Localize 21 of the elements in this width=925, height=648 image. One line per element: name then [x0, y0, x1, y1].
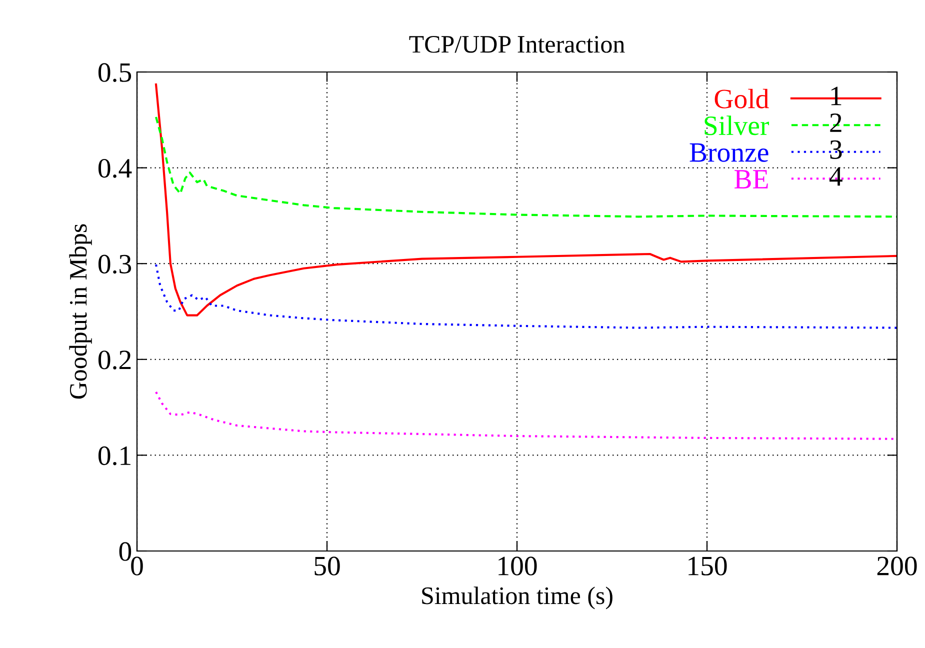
y-tick-label: 0 — [119, 542, 132, 561]
annotation: 3 — [830, 140, 842, 160]
legend-label: Silver — [704, 116, 769, 136]
x-tick-label: 50 — [314, 556, 340, 576]
legend-label: BE — [734, 170, 768, 188]
y-tick-label: 0.2 — [98, 350, 131, 370]
legend-label: Bronze — [690, 143, 768, 162]
legend-label: Gold — [714, 88, 769, 108]
y-tick-label: 0.5 — [98, 63, 132, 82]
x-axis-title: Simulation time (s) — [422, 586, 612, 610]
y-tick-label: 0.4 — [98, 158, 132, 178]
y-axis-title: Goodput in Mbps — [69, 224, 92, 399]
y-tick-label: 0.3 — [98, 254, 132, 274]
x-tick-label: 100 — [498, 556, 537, 576]
annotation: 2 — [830, 114, 842, 132]
x-tick-label: 200 — [877, 556, 917, 576]
annotation: 4 — [829, 167, 842, 186]
y-tick-label: 0.1 — [98, 446, 130, 466]
x-tick-label: 150 — [688, 556, 727, 576]
chart-title: TCP/UDP Interaction — [409, 36, 625, 53]
x-tick-label: 0 — [131, 556, 143, 576]
